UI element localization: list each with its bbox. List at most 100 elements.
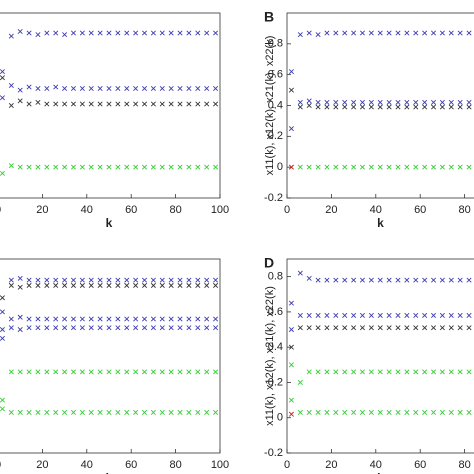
marker	[306, 164, 312, 170]
x-axis-label: k	[377, 216, 384, 230]
marker	[204, 30, 210, 36]
marker	[368, 325, 374, 331]
marker	[133, 316, 139, 322]
marker	[213, 409, 219, 415]
marker	[88, 101, 94, 107]
marker	[297, 164, 303, 170]
marker	[8, 82, 14, 88]
marker	[404, 325, 410, 331]
marker	[342, 312, 348, 318]
y-tick-label: 0.4	[268, 341, 283, 353]
marker	[448, 164, 454, 170]
marker	[466, 369, 472, 375]
marker	[168, 101, 174, 107]
marker	[213, 316, 219, 322]
marker	[404, 369, 410, 375]
marker	[115, 30, 121, 36]
marker	[17, 369, 23, 375]
marker	[150, 282, 156, 288]
marker	[0, 95, 5, 101]
marker	[124, 86, 130, 92]
marker	[133, 164, 139, 170]
marker	[315, 312, 321, 318]
marker	[377, 99, 383, 105]
marker	[204, 101, 210, 107]
marker	[26, 101, 32, 107]
marker	[195, 325, 201, 331]
marker	[150, 325, 156, 331]
marker	[448, 369, 454, 375]
marker	[79, 409, 85, 415]
marker	[439, 409, 445, 415]
marker	[70, 30, 76, 36]
marker	[288, 344, 294, 350]
marker	[404, 104, 410, 110]
marker	[324, 325, 330, 331]
y-tick-label: 0	[277, 412, 283, 424]
marker	[35, 86, 41, 92]
marker	[213, 369, 219, 375]
marker	[404, 164, 410, 170]
marker	[8, 33, 14, 39]
marker	[413, 409, 419, 415]
marker	[168, 282, 174, 288]
marker	[195, 101, 201, 107]
marker	[395, 99, 401, 105]
marker	[368, 164, 374, 170]
marker	[306, 275, 312, 281]
marker	[53, 30, 59, 36]
y-tick-label: 0.8	[268, 38, 283, 50]
marker	[186, 30, 192, 36]
marker	[306, 30, 312, 36]
marker	[142, 277, 148, 283]
x-tick-label: 60	[414, 459, 426, 471]
marker	[70, 282, 76, 288]
marker	[368, 30, 374, 36]
marker	[8, 369, 14, 375]
marker	[359, 409, 365, 415]
marker	[342, 164, 348, 170]
marker	[204, 409, 210, 415]
marker	[377, 409, 383, 415]
marker	[306, 98, 312, 104]
marker	[315, 325, 321, 331]
marker	[0, 327, 5, 333]
marker	[177, 282, 183, 288]
marker	[422, 30, 428, 36]
marker	[26, 30, 32, 36]
marker	[422, 104, 428, 110]
y-tick-label: -0.2	[264, 447, 283, 459]
marker	[17, 275, 23, 281]
marker	[204, 277, 210, 283]
marker	[186, 316, 192, 322]
marker	[431, 277, 437, 283]
marker	[439, 30, 445, 36]
marker	[395, 325, 401, 331]
marker	[44, 409, 50, 415]
marker	[168, 164, 174, 170]
marker	[439, 277, 445, 283]
marker	[466, 409, 472, 415]
marker	[431, 369, 437, 375]
marker	[306, 102, 312, 109]
marker	[386, 99, 392, 105]
marker	[386, 164, 392, 170]
marker	[324, 164, 330, 170]
marker	[62, 316, 68, 322]
marker	[457, 164, 463, 170]
marker	[186, 325, 192, 331]
marker	[17, 409, 23, 415]
marker	[159, 369, 165, 375]
x-tick-label: 40	[370, 459, 382, 471]
marker	[395, 30, 401, 36]
marker	[413, 104, 419, 110]
marker	[53, 101, 59, 107]
marker	[150, 30, 156, 36]
marker	[431, 99, 437, 105]
marker	[457, 30, 463, 36]
marker	[79, 101, 85, 107]
marker	[0, 406, 5, 412]
marker	[368, 99, 374, 105]
marker	[124, 325, 130, 331]
marker	[195, 164, 201, 170]
